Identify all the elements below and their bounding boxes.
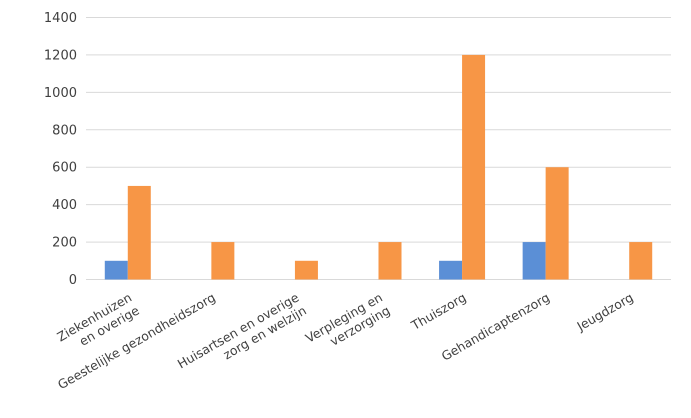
y-tick-label: 0 xyxy=(69,273,77,288)
gridlines xyxy=(86,17,671,280)
bar xyxy=(462,54,486,280)
bar xyxy=(439,260,463,280)
bar xyxy=(104,260,128,280)
bar xyxy=(378,242,402,280)
y-axis-ticks: 0 200 400 600 800 1000 1200 1400 xyxy=(44,11,77,288)
bars xyxy=(104,54,653,280)
y-tick-label: 400 xyxy=(52,198,77,213)
y-tick-label: 1000 xyxy=(44,86,77,101)
y-tick-label: 800 xyxy=(52,123,77,138)
y-tick-label: 1400 xyxy=(44,11,77,26)
y-tick-label: 200 xyxy=(52,236,77,251)
bar xyxy=(127,185,151,280)
bar xyxy=(211,242,235,280)
x-tick-label: Jeugdzorg xyxy=(573,290,635,335)
bar xyxy=(545,167,569,280)
y-tick-label: 600 xyxy=(52,161,77,176)
bar xyxy=(522,242,546,280)
x-tick-label: Verpleging enverzorging xyxy=(303,290,393,359)
y-tick-label: 1200 xyxy=(44,48,77,63)
bar xyxy=(294,260,318,280)
x-tick-label: Thuiszorg xyxy=(408,290,469,334)
bar xyxy=(629,242,653,280)
